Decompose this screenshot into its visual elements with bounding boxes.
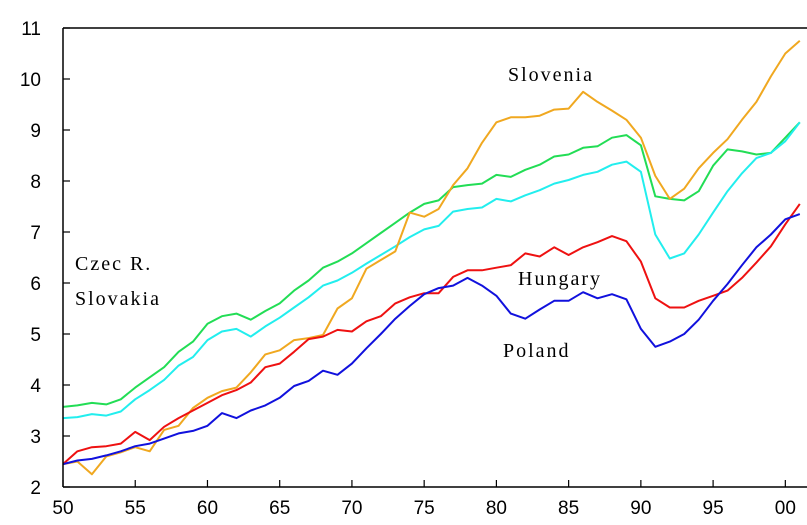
series-line <box>63 203 801 465</box>
y-tick-label: 6 <box>30 274 41 295</box>
y-tick-label: 5 <box>30 325 41 346</box>
series-line <box>63 40 801 476</box>
y-tick-label: 8 <box>30 172 41 193</box>
plot-area <box>63 40 801 476</box>
series-annotation: Slovakia <box>75 288 161 310</box>
x-tick-label: 90 <box>630 498 651 519</box>
series-annotation: Slovenia <box>508 64 594 86</box>
series-line <box>63 213 801 466</box>
y-tick-label: 4 <box>30 376 41 397</box>
y-tick-label: 10 <box>20 70 41 91</box>
x-tick-label: 60 <box>197 498 218 519</box>
x-tick-label: 95 <box>703 498 724 519</box>
y-tick-label: 2 <box>30 478 41 499</box>
x-tick-label: 85 <box>558 498 579 519</box>
x-tick-label: 75 <box>414 498 435 519</box>
y-tick-label: 9 <box>30 121 41 142</box>
x-tick-label: 65 <box>269 498 290 519</box>
x-tick-label: 00 <box>775 498 796 519</box>
series-line <box>63 121 801 408</box>
y-tick-label: 11 <box>21 19 41 40</box>
series-annotation: Poland <box>503 340 571 362</box>
x-tick-label: 70 <box>341 498 362 519</box>
x-tick-label: 80 <box>486 498 507 519</box>
series-annotation: Czec R. <box>75 253 152 275</box>
x-tick-label: 55 <box>125 498 146 519</box>
x-tick-label: 50 <box>52 498 73 519</box>
series-annotation: Hungary <box>518 268 602 290</box>
y-tick-label: 3 <box>30 427 41 448</box>
y-tick-label: 7 <box>30 223 41 244</box>
series-line <box>63 121 801 420</box>
